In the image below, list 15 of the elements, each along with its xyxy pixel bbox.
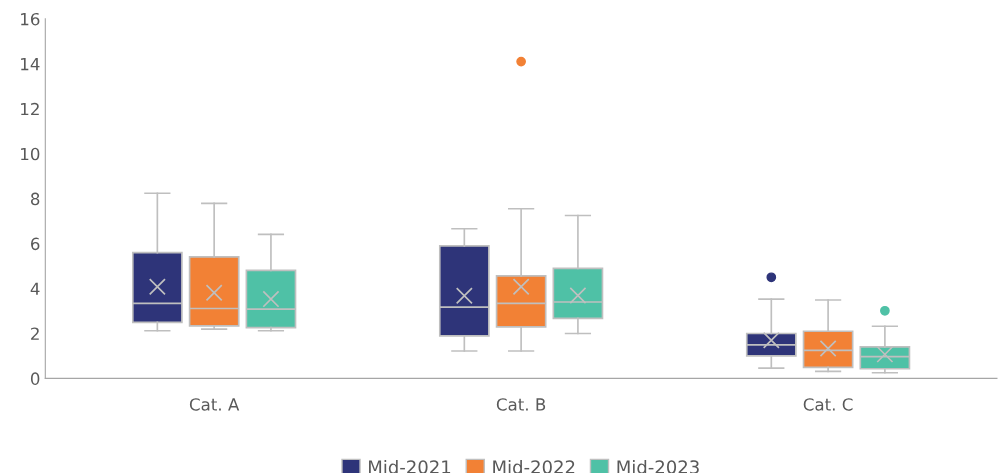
y-tick-label: 10 (21, 147, 40, 161)
y-tick-label: 12 (21, 102, 39, 116)
y-tick-label: 0 (30, 372, 40, 385)
legend-label: Mid-2023 (617, 459, 699, 473)
legend-label: Mid-2021 (369, 459, 451, 473)
x-tick-label: Cat. B (496, 398, 546, 411)
legend-label: Mid-2022 (493, 459, 575, 473)
y-tick-label: 16 (21, 12, 40, 26)
y-tick-label: 14 (21, 58, 40, 71)
y-tick-label: 8 (30, 192, 40, 206)
y-tick-label: 6 (31, 237, 40, 251)
x-tick-label: Cat. A (189, 398, 240, 411)
x-tick-label: Cat. C (803, 398, 853, 411)
y-tick-label: 2 (31, 327, 39, 340)
y-tick-label: 4 (30, 282, 40, 295)
